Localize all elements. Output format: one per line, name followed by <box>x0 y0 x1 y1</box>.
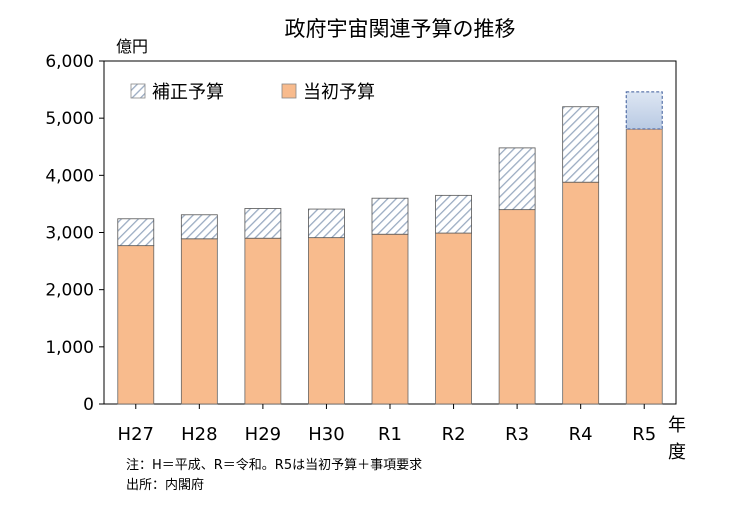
y-axis-unit-label: 億円 <box>116 37 148 56</box>
bar-tosho-R2 <box>435 232 472 405</box>
y-tick-label: 2,000 <box>45 281 94 301</box>
legend-label-hosei: 補正予算 <box>152 82 224 103</box>
bar-hosei-R3 <box>498 147 536 211</box>
bar-hosei-H29 <box>244 208 282 239</box>
x-tick-label-H28: H28 <box>181 424 217 445</box>
x-tick-label-H27: H27 <box>118 424 154 445</box>
y-tick-label: 5,000 <box>45 109 94 129</box>
bar-tosho-H30 <box>308 237 345 405</box>
chart-title: 政府宇宙関連予算の推移 <box>285 17 516 41</box>
bars-group <box>117 91 663 405</box>
x-axis-label-char-1: 年 <box>668 415 686 436</box>
bar-jikoyokyu-R5 <box>625 91 663 130</box>
bar-tosho-H28 <box>180 238 218 405</box>
y-tick-label: 3,000 <box>45 224 94 244</box>
legend: 補正予算 当初予算 <box>130 82 375 103</box>
legend-swatch-hosei <box>130 83 146 99</box>
y-tick-label: 0 <box>83 395 94 415</box>
legend-swatch-tosho <box>281 83 297 99</box>
x-tick-label-H30: H30 <box>308 424 344 445</box>
bar-hosei-H27 <box>117 218 155 247</box>
y-tick-label: 4,000 <box>45 166 94 186</box>
x-tick-label-R4: R4 <box>569 424 593 445</box>
x-axis-label: 年 度 <box>668 415 686 463</box>
bar-hosei-H28 <box>180 214 218 240</box>
x-axis-label-char-2: 度 <box>668 442 686 463</box>
x-tick-label-R1: R1 <box>378 424 402 445</box>
footnote: 注：H＝平成、R＝令和。R5は当初予算＋事項要求 <box>126 458 423 473</box>
bar-tosho-H27 <box>117 245 155 405</box>
y-tick-label: 1,000 <box>45 338 94 358</box>
bar-tosho-R5 <box>625 128 663 405</box>
bar-tosho-R4 <box>562 181 600 405</box>
bar-tosho-R1 <box>371 233 409 405</box>
bar-hosei-R4 <box>562 106 600 183</box>
source-note: 出所：内閣府 <box>126 478 205 493</box>
bar-tosho-R3 <box>498 209 536 405</box>
x-tick-label-R3: R3 <box>505 424 529 445</box>
y-axis-ticks: 0 1,000 2,000 3,000 4,000 5,000 6,000 <box>45 52 104 415</box>
x-tick-label-H29: H29 <box>245 424 281 445</box>
y-tick-label: 6,000 <box>45 52 94 72</box>
bar-hosei-R2 <box>435 194 472 234</box>
x-tick-label-R5: R5 <box>632 424 656 445</box>
bar-hosei-R1 <box>371 197 409 235</box>
x-axis-categories: H27 H28 H29 H30 R1 R2 R3 R4 R5 <box>118 404 656 445</box>
x-tick-label-R2: R2 <box>442 424 466 445</box>
legend-label-tosho: 当初予算 <box>303 82 375 103</box>
bar-hosei-H30 <box>308 208 345 239</box>
bar-tosho-H29 <box>244 237 282 405</box>
